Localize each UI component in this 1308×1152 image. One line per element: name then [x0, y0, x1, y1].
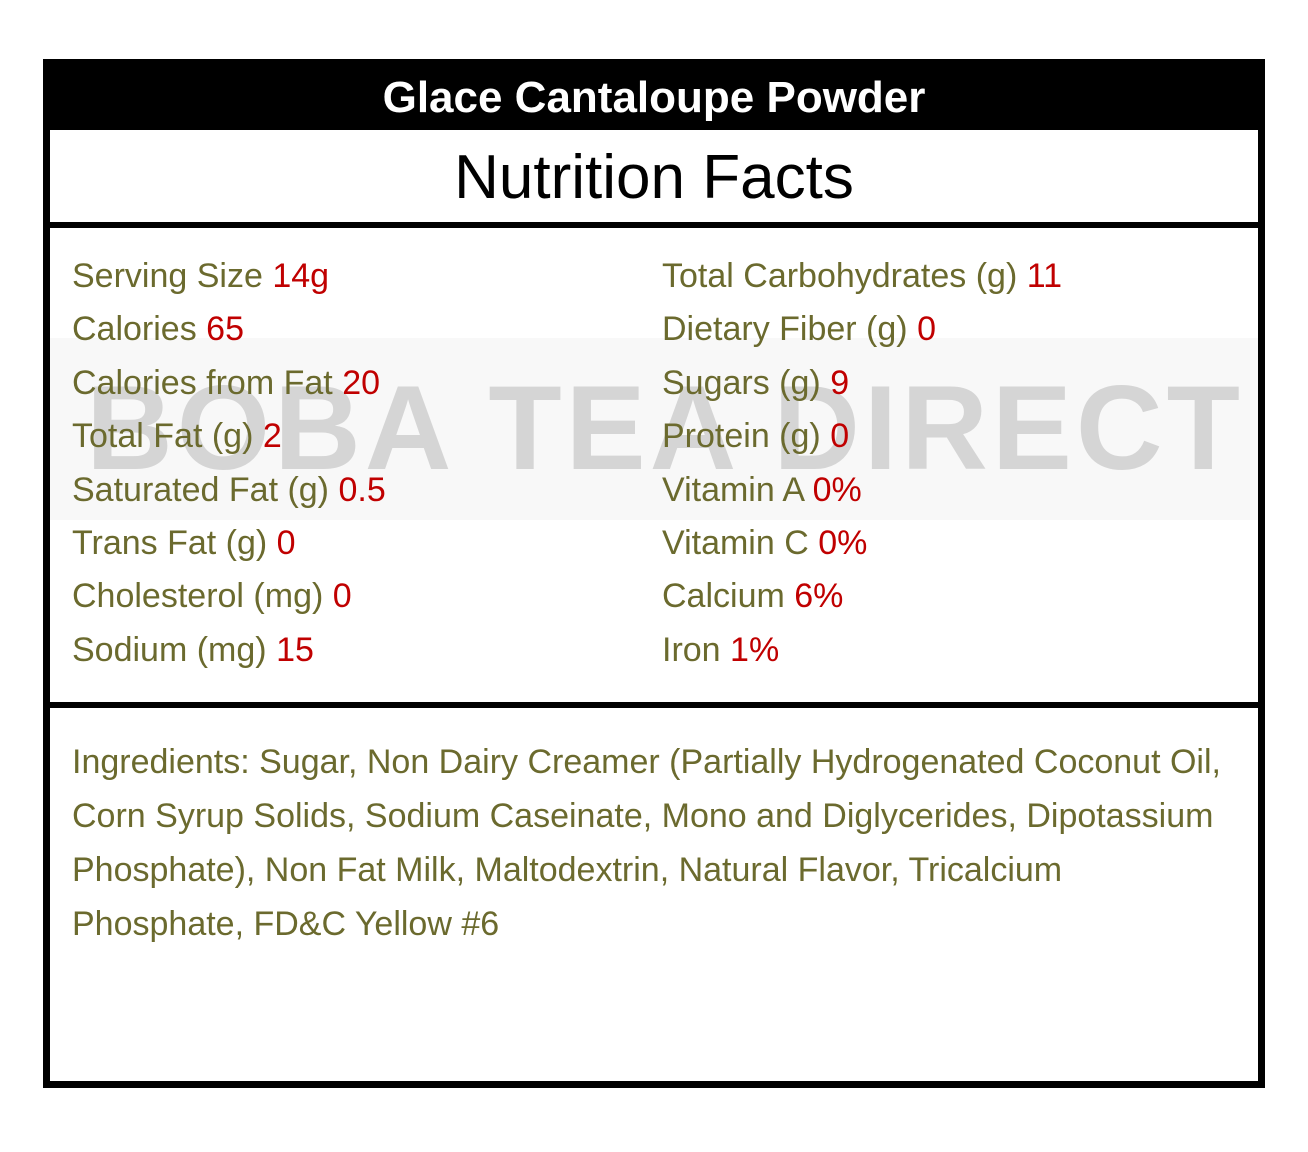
- nutrient-label: Calcium: [662, 577, 785, 616]
- nutrient-label: Protein (g): [662, 417, 821, 456]
- nutrient-row: Total Carbohydrates (g) 11: [662, 250, 1062, 303]
- nutrient-row: Serving Size 14g: [72, 250, 386, 303]
- nutrient-value: 2: [262, 417, 282, 456]
- nutrient-value: 0%: [818, 523, 868, 562]
- nutrient-row: Saturated Fat (g) 0.5: [72, 464, 386, 517]
- nutrient-row: Total Fat (g) 2: [72, 410, 386, 463]
- nutrient-label: Serving Size: [72, 257, 263, 295]
- nutrient-value: 14g: [272, 257, 330, 295]
- nutrient-label: Calories: [72, 310, 197, 349]
- watermark: BOBA TEA DIRECT: [86, 361, 1244, 495]
- nutrient-label: Sugars (g): [662, 363, 821, 402]
- nutrient-row: Trans Fat (g) 0: [72, 517, 386, 570]
- ingredients-text: Ingredients: Sugar, Non Dairy Creamer (P…: [72, 743, 1221, 943]
- nutrient-label: Iron: [662, 630, 721, 669]
- watermark-band: [50, 338, 1258, 520]
- nutrient-value: 9: [830, 363, 850, 402]
- nutrient-label: Vitamin A: [662, 470, 804, 509]
- nutrient-value: 15: [276, 630, 314, 669]
- nutrient-label: Vitamin C: [662, 523, 809, 562]
- nutrient-value: 0%: [812, 470, 862, 509]
- nutrient-value: 65: [206, 310, 244, 349]
- product-name: Glace Cantaloupe Powder: [50, 59, 1258, 130]
- nutrient-value: 20: [342, 363, 381, 402]
- nutrient-label: Trans Fat (g): [72, 523, 268, 562]
- nutrient-row: Vitamin A 0%: [662, 464, 1062, 517]
- nutrient-row: Vitamin C 0%: [662, 517, 1062, 570]
- nutrient-label: Total Carbohydrates (g): [662, 257, 1018, 295]
- left-nutrient-column: Serving Size 14g Calories 65 Calories fr…: [72, 250, 386, 677]
- nutrient-value: 0: [830, 417, 850, 456]
- nutrient-row: Dietary Fiber (g) 0: [662, 303, 1062, 356]
- nutrient-row: Protein (g) 0: [662, 410, 1062, 463]
- nutrient-value: 1%: [730, 630, 780, 669]
- nutrient-label: Sodium (mg): [72, 630, 267, 669]
- nutrient-row: Calcium 6%: [662, 570, 1062, 623]
- nutrient-value: 11: [1026, 257, 1063, 295]
- nutrient-label: Cholesterol (mg): [72, 577, 324, 616]
- nutrient-value: 0: [917, 310, 936, 349]
- nutrient-value: 0.5: [338, 470, 386, 509]
- nutrient-label: Dietary Fiber (g): [662, 310, 908, 349]
- nutrient-row: Calories 65: [72, 303, 386, 356]
- nutrient-value: 0: [332, 577, 352, 616]
- right-nutrient-column: Total Carbohydrates (g) 11 Dietary Fiber…: [662, 250, 1062, 677]
- nutrient-value: 0: [276, 523, 296, 562]
- nutrient-facts-section: BOBA TEA DIRECT Serving Size 14g Calorie…: [50, 228, 1258, 708]
- nutrient-label: Calories from Fat: [72, 363, 333, 402]
- nutrient-row: Sugars (g) 9: [662, 357, 1062, 410]
- nutrition-label: Glace Cantaloupe Powder Nutrition Facts …: [43, 59, 1265, 1088]
- nutrient-row: Iron 1%: [662, 624, 1062, 677]
- nutrient-row: Sodium (mg) 15: [72, 624, 386, 677]
- nutrient-row: Calories from Fat 20: [72, 357, 386, 410]
- nutrient-row: Cholesterol (mg) 0: [72, 570, 386, 623]
- nutrition-facts-title: Nutrition Facts: [50, 130, 1258, 228]
- nutrient-label: Total Fat (g): [72, 417, 254, 456]
- nutrient-value: 6%: [794, 577, 844, 616]
- nutrient-label: Saturated Fat (g): [72, 470, 330, 509]
